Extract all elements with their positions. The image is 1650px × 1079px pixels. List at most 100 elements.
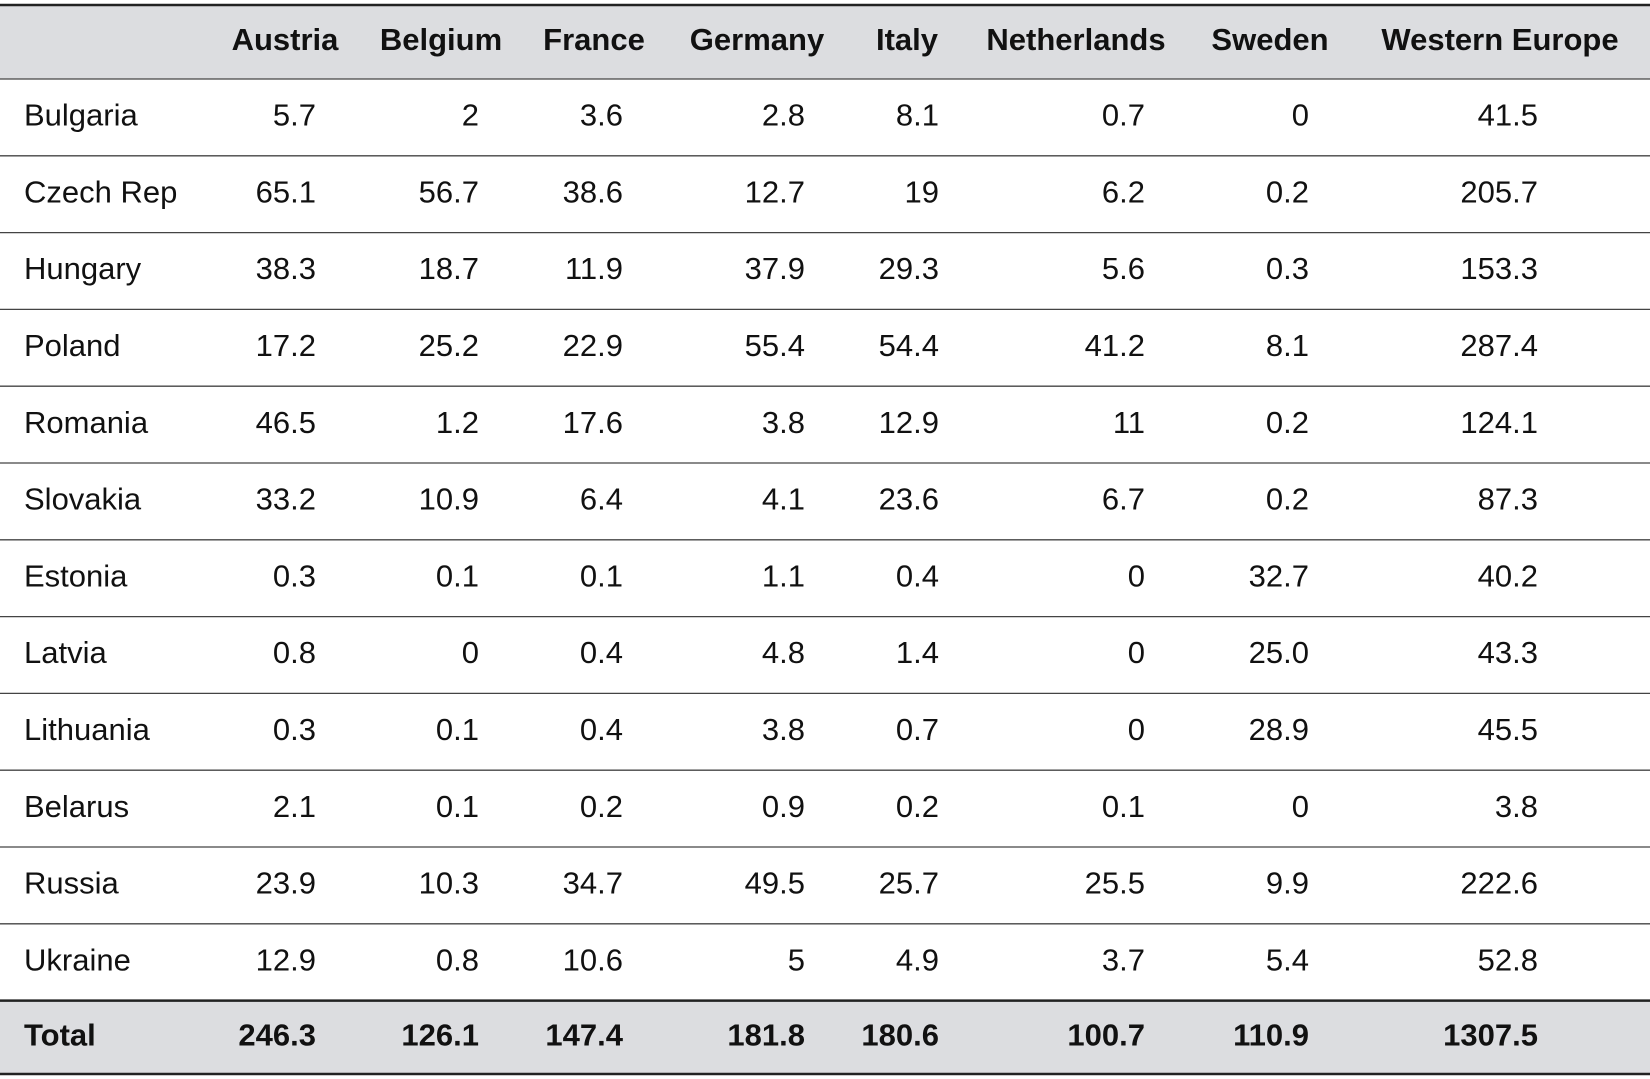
cell: 41.2 [1085,328,1145,363]
total-cell: 1307.5 [1443,1017,1538,1052]
cell: 0.4 [580,712,623,747]
cell: 0 [1128,558,1145,593]
cell: 3.8 [1495,789,1538,824]
cell: 18.7 [419,251,479,286]
cell: 3.6 [580,98,623,133]
cell: 0.4 [896,558,939,593]
cell: 1.1 [762,558,805,593]
cell: 2.8 [762,98,805,133]
cell: 287.4 [1460,328,1538,363]
row-label: Bulgaria [24,98,138,133]
cell: 49.5 [745,866,805,901]
cell: 45.5 [1478,712,1538,747]
cell: 0.3 [273,558,316,593]
cell: 11.9 [565,251,623,286]
cell: 124.1 [1460,405,1538,440]
cell: 41.5 [1478,98,1538,133]
cell: 5.6 [1102,251,1145,286]
cell: 23.6 [879,482,939,517]
cell: 0.3 [1266,251,1309,286]
cell: 12.9 [256,942,316,977]
cell: 4.1 [762,482,805,517]
cell: 0 [1128,712,1145,747]
cell: 22.9 [563,328,623,363]
cell: 4.8 [762,635,805,670]
cell: 0.2 [896,789,939,824]
cell: 12.7 [745,174,805,209]
cell: 0.2 [580,789,623,824]
cell: 25.7 [879,866,939,901]
row-label: Latvia [24,635,107,670]
cell: 54.4 [879,328,939,363]
row-label: Slovakia [24,482,142,517]
cell: 0 [462,635,479,670]
cell: 1.2 [436,405,479,440]
cell: 222.6 [1460,866,1538,901]
cell: 3.7 [1102,942,1145,977]
cell: 56.7 [419,174,479,209]
cell: 0 [1292,98,1309,133]
cell: 8.1 [1266,328,1309,363]
cell: 9.9 [1266,866,1309,901]
cell: 3.8 [762,405,805,440]
cell: 205.7 [1460,174,1538,209]
cell: 25.0 [1249,635,1309,670]
column-header: Belgium [380,22,502,57]
cell: 33.2 [256,482,316,517]
cell: 87.3 [1478,482,1538,517]
cell: 1.4 [896,635,939,670]
cell: 5.7 [273,98,316,133]
cell: 10.6 [563,942,623,977]
total-label: Total [24,1017,96,1052]
cell: 0.2 [1266,405,1309,440]
column-header: Netherlands [986,22,1165,57]
cell: 5 [788,942,805,977]
cell: 0.7 [1102,98,1145,133]
cell: 3.8 [762,712,805,747]
cell: 40.2 [1478,558,1538,593]
row-label: Russia [24,866,120,901]
cell: 0 [1292,789,1309,824]
cell: 0.1 [1102,789,1145,824]
column-header: Austria [232,22,340,57]
cell: 65.1 [256,174,316,209]
cell: 8.1 [896,98,939,133]
row-label: Lithuania [24,712,151,747]
row-label: Romania [24,405,149,440]
cell: 0.4 [580,635,623,670]
cell: 0.1 [436,558,479,593]
cell: 12.9 [879,405,939,440]
cell: 0.1 [436,789,479,824]
cell: 52.8 [1478,942,1538,977]
column-header: Germany [690,22,825,57]
cell: 46.5 [256,405,316,440]
cell: 4.9 [896,942,939,977]
cell: 38.3 [256,251,316,286]
cell: 37.9 [745,251,805,286]
cell: 25.2 [419,328,479,363]
total-cell: 246.3 [238,1017,316,1052]
row-label: Czech Rep [24,174,177,209]
cell: 34.7 [563,866,623,901]
row-label: Belarus [24,789,129,824]
cell: 6.7 [1102,482,1145,517]
column-header: France [543,22,645,57]
cell: 25.5 [1085,866,1145,901]
total-cell: 180.6 [861,1017,939,1052]
cell: 0.9 [762,789,805,824]
row-label: Poland [24,328,121,363]
cell: 19 [905,174,939,209]
cell: 32.7 [1249,558,1309,593]
cell: 10.3 [419,866,479,901]
total-background [0,1001,1650,1074]
cell: 29.3 [879,251,939,286]
cell: 0.3 [273,712,316,747]
cell: 11 [1113,405,1145,440]
cell: 10.9 [419,482,479,517]
cell: 2 [462,98,479,133]
header-background [0,5,1650,79]
cell: 38.6 [563,174,623,209]
column-header: Sweden [1211,22,1328,57]
cell: 5.4 [1266,942,1309,977]
